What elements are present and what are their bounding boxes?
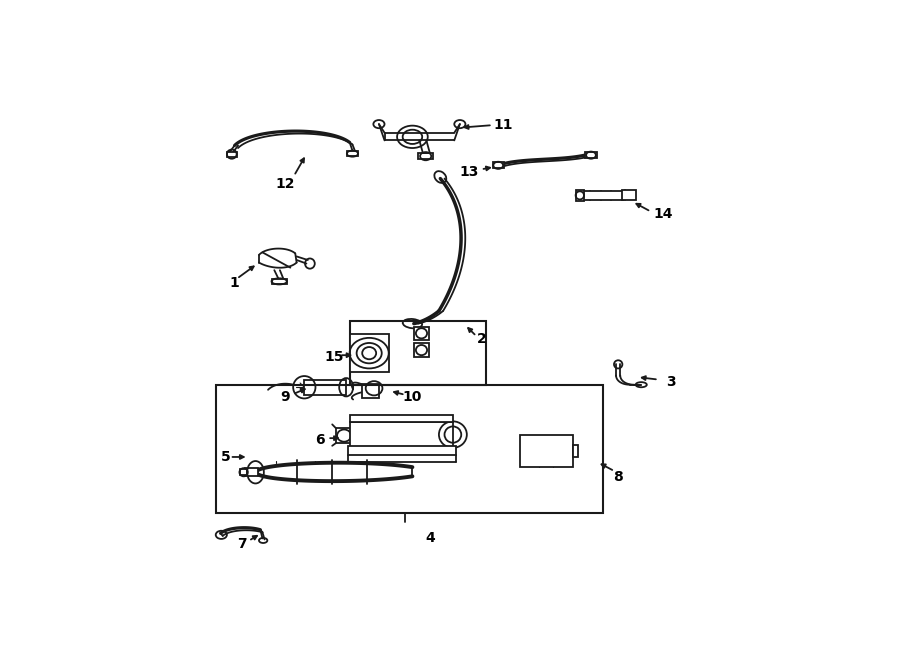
Bar xyxy=(576,190,584,201)
Bar xyxy=(414,344,429,357)
Bar xyxy=(418,153,434,159)
Bar xyxy=(348,446,456,455)
Text: 5: 5 xyxy=(220,450,230,464)
Text: 8: 8 xyxy=(613,471,623,485)
Text: 14: 14 xyxy=(653,207,673,221)
Text: 3: 3 xyxy=(666,375,675,389)
Bar xyxy=(349,414,453,422)
Bar xyxy=(349,321,486,385)
Bar xyxy=(573,445,579,457)
Text: 12: 12 xyxy=(275,176,295,190)
Text: 2: 2 xyxy=(477,332,487,346)
Bar xyxy=(362,384,379,399)
Bar xyxy=(240,469,248,475)
Bar xyxy=(304,379,347,395)
Bar xyxy=(227,151,237,157)
Text: 11: 11 xyxy=(493,118,513,132)
Text: 9: 9 xyxy=(281,391,291,405)
Bar xyxy=(585,151,597,158)
Bar xyxy=(272,279,287,284)
Bar xyxy=(349,422,453,447)
Bar xyxy=(346,151,358,156)
Text: 4: 4 xyxy=(425,531,435,545)
Text: 1: 1 xyxy=(230,276,239,290)
Text: 6: 6 xyxy=(316,433,325,447)
Bar xyxy=(581,191,623,200)
Bar xyxy=(336,428,353,444)
Bar xyxy=(622,190,635,200)
Bar xyxy=(216,385,603,513)
Bar xyxy=(520,434,572,467)
Text: 10: 10 xyxy=(402,391,422,405)
Bar xyxy=(349,334,389,373)
Text: 15: 15 xyxy=(325,350,344,364)
Bar xyxy=(492,162,504,169)
Bar xyxy=(414,327,429,340)
Text: 7: 7 xyxy=(237,537,247,551)
Bar xyxy=(245,468,257,477)
Text: 13: 13 xyxy=(460,165,480,179)
